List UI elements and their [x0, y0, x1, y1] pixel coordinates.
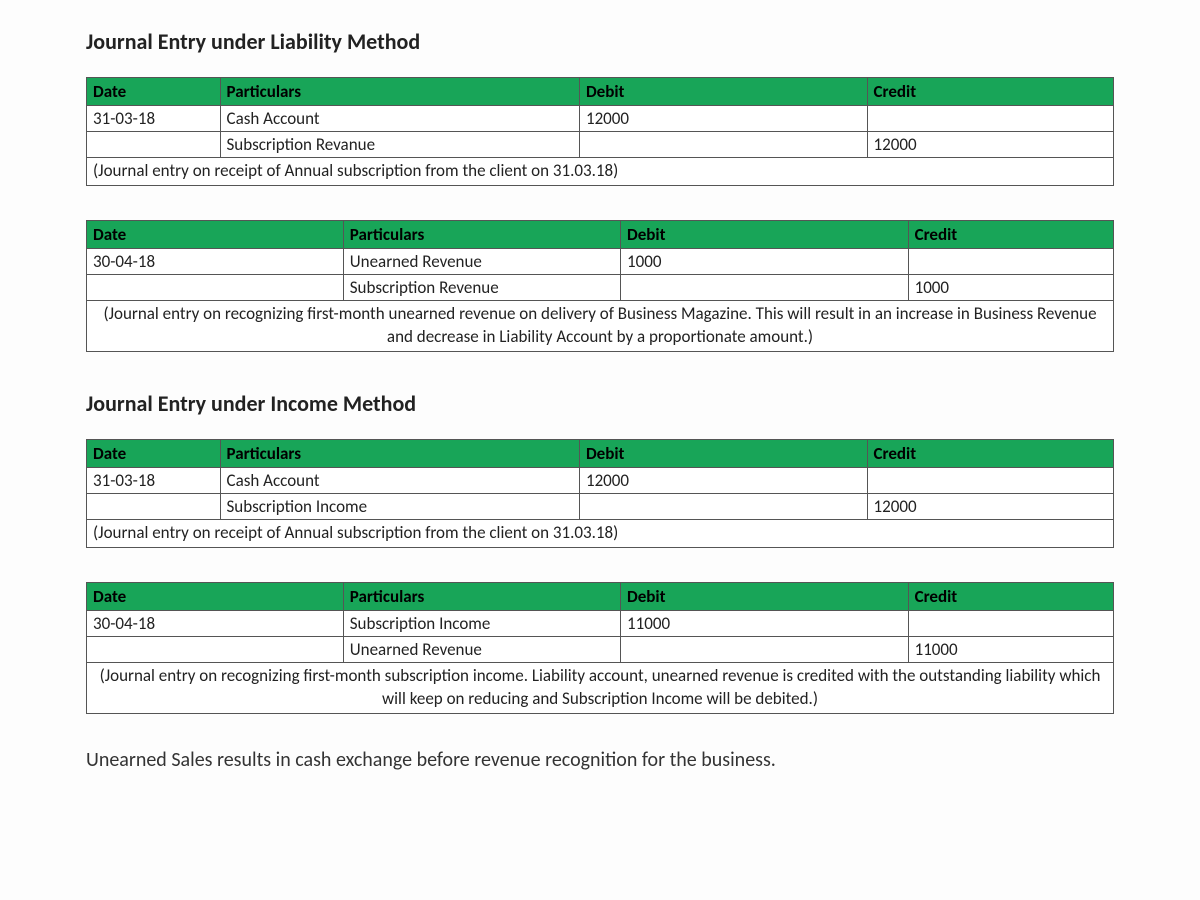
col-debit: Debit: [621, 220, 909, 248]
col-particulars: Particulars: [343, 582, 620, 610]
cell-date: 31-03-18: [87, 106, 221, 132]
cell-credit: [867, 467, 1114, 493]
table-note-row: (Journal entry on recognizing first-mont…: [87, 300, 1114, 351]
table-row: 30-04-18 Subscription Income 11000: [87, 610, 1114, 636]
table-note-row: (Journal entry on recognizing first-mont…: [87, 662, 1114, 713]
cell-credit: 12000: [867, 493, 1114, 519]
cell-particulars: Cash Account: [220, 467, 579, 493]
cell-credit: [908, 248, 1113, 274]
col-date: Date: [87, 582, 344, 610]
col-particulars: Particulars: [343, 220, 620, 248]
journal-note: (Journal entry on receipt of Annual subs…: [87, 158, 1114, 186]
cell-debit: 12000: [579, 106, 867, 132]
col-date: Date: [87, 439, 221, 467]
cell-particulars: Subscription Revanue: [220, 132, 579, 158]
cell-date: [87, 493, 221, 519]
journal-table-income-1: Date Particulars Debit Credit 31-03-18 C…: [86, 439, 1114, 548]
cell-debit: [579, 132, 867, 158]
cell-credit: 12000: [867, 132, 1114, 158]
footer-paragraph: Unearned Sales results in cash exchange …: [86, 748, 1114, 772]
table-row: Subscription Income 12000: [87, 493, 1114, 519]
table-row: 31-03-18 Cash Account 12000: [87, 106, 1114, 132]
cell-particulars: Subscription Revenue: [343, 274, 620, 300]
heading-liability-method: Journal Entry under Liability Method: [86, 28, 1114, 55]
table-row: Unearned Revenue 11000: [87, 636, 1114, 662]
journal-table-liability-2: Date Particulars Debit Credit 30-04-18 U…: [86, 220, 1114, 352]
journal-note: (Journal entry on recognizing first-mont…: [87, 300, 1114, 351]
table-row: 30-04-18 Unearned Revenue 1000: [87, 248, 1114, 274]
cell-debit: [579, 493, 867, 519]
cell-date: 30-04-18: [87, 248, 344, 274]
cell-credit: [867, 106, 1114, 132]
col-credit: Credit: [867, 78, 1114, 106]
cell-date: 31-03-18: [87, 467, 221, 493]
cell-date: [87, 274, 344, 300]
col-particulars: Particulars: [220, 78, 579, 106]
cell-debit: [621, 636, 909, 662]
table-header-row: Date Particulars Debit Credit: [87, 439, 1114, 467]
cell-date: [87, 636, 344, 662]
table-row: 31-03-18 Cash Account 12000: [87, 467, 1114, 493]
cell-date: 30-04-18: [87, 610, 344, 636]
cell-particulars: Unearned Revenue: [343, 636, 620, 662]
table-note-row: (Journal entry on receipt of Annual subs…: [87, 158, 1114, 186]
cell-particulars: Cash Account: [220, 106, 579, 132]
col-credit: Credit: [908, 582, 1113, 610]
journal-note: (Journal entry on recognizing first-mont…: [87, 662, 1114, 713]
cell-particulars: Subscription Income: [220, 493, 579, 519]
col-credit: Credit: [867, 439, 1114, 467]
cell-credit: [908, 610, 1113, 636]
journal-note: (Journal entry on receipt of Annual subs…: [87, 519, 1114, 547]
col-particulars: Particulars: [220, 439, 579, 467]
col-debit: Debit: [579, 78, 867, 106]
journal-table-liability-1: Date Particulars Debit Credit 31-03-18 C…: [86, 77, 1114, 186]
cell-particulars: Unearned Revenue: [343, 248, 620, 274]
table-row: Subscription Revenue 1000: [87, 274, 1114, 300]
col-date: Date: [87, 220, 344, 248]
table-row: Subscription Revanue 12000: [87, 132, 1114, 158]
table-note-row: (Journal entry on receipt of Annual subs…: [87, 519, 1114, 547]
cell-debit: 12000: [579, 467, 867, 493]
table-header-row: Date Particulars Debit Credit: [87, 78, 1114, 106]
col-credit: Credit: [908, 220, 1113, 248]
cell-date: [87, 132, 221, 158]
cell-credit: 11000: [908, 636, 1113, 662]
table-header-row: Date Particulars Debit Credit: [87, 220, 1114, 248]
cell-credit: 1000: [908, 274, 1113, 300]
col-debit: Debit: [621, 582, 909, 610]
cell-debit: 11000: [621, 610, 909, 636]
cell-debit: [621, 274, 909, 300]
col-date: Date: [87, 78, 221, 106]
col-debit: Debit: [579, 439, 867, 467]
heading-income-method: Journal Entry under Income Method: [86, 390, 1114, 417]
cell-debit: 1000: [621, 248, 909, 274]
table-header-row: Date Particulars Debit Credit: [87, 582, 1114, 610]
journal-table-income-2: Date Particulars Debit Credit 30-04-18 S…: [86, 582, 1114, 714]
cell-particulars: Subscription Income: [343, 610, 620, 636]
